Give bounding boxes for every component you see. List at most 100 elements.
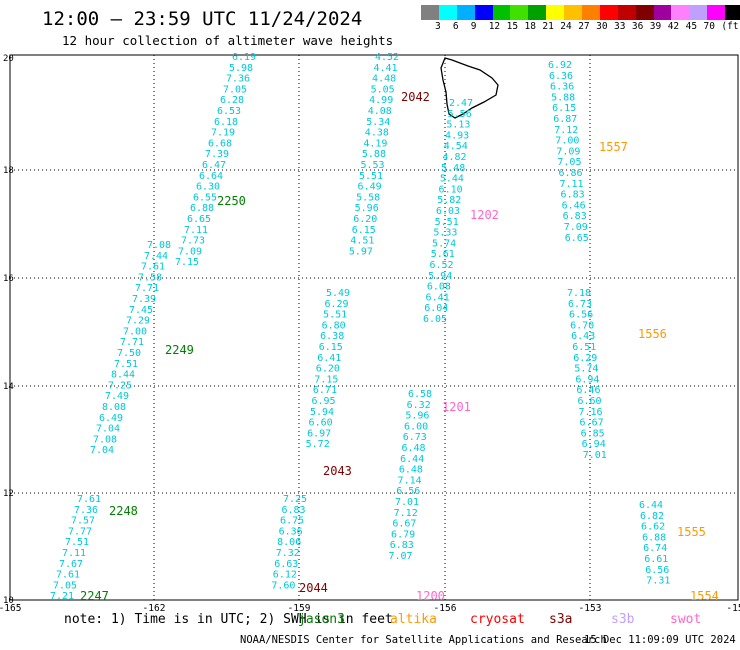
wave-height-value: 7.09 <box>564 222 588 233</box>
wave-height-value: 5.51 <box>435 217 459 228</box>
map-frame <box>9 54 739 601</box>
legend-label: 70 <box>703 21 715 32</box>
wave-height-value: 6.67 <box>392 519 416 530</box>
pass-time-label: 1557 <box>599 140 628 154</box>
wave-height-value: 6.86 <box>558 168 582 179</box>
wave-height-value: 7.71 <box>120 337 144 348</box>
lat-tick-label: 14 <box>3 382 14 392</box>
wave-height-value: 5.72 <box>306 439 330 450</box>
lon-tick-label: -162 <box>143 603 166 614</box>
wave-height-value: 6.94 <box>575 374 599 385</box>
pass-time-label: 1554 <box>690 589 719 603</box>
legend-swatch <box>492 5 511 20</box>
lat-tick-label: 20 <box>3 54 14 64</box>
wave-height-value: 8.06 <box>277 537 301 548</box>
wave-height-value: 7.12 <box>394 508 418 519</box>
pass-time-label: 1556 <box>638 327 667 341</box>
wave-height-value: 4.52 <box>375 52 399 63</box>
wave-height-value: 6.63 <box>274 559 298 570</box>
wave-height-value: 7.51 <box>65 537 89 548</box>
wave-height-value: 6.19 <box>232 52 256 63</box>
lon-tick-label: -165 <box>0 603 21 614</box>
legend-swatch <box>725 5 740 20</box>
wave-height-value: 5.34 <box>366 117 390 128</box>
wave-height-value: 4.38 <box>365 128 389 139</box>
wave-height-value: 6.36 <box>279 526 303 537</box>
wave-height-value: 7.67 <box>59 559 83 570</box>
wave-height-value: 7.00 <box>123 326 147 337</box>
wave-height-value: 6.29 <box>573 353 597 364</box>
wave-height-value: 6.38 <box>320 331 344 342</box>
wave-height-value: 7.05 <box>557 157 581 168</box>
legend-swatch <box>689 5 708 20</box>
legend-swatch <box>599 5 618 20</box>
wave-height-value: 6.62 <box>641 522 665 533</box>
pass-time-label: 1555 <box>677 525 706 539</box>
wave-height-value: 6.15 <box>552 103 576 114</box>
color-scale-legend <box>421 5 740 20</box>
pass-time-label: 2250 <box>217 194 246 208</box>
lon-tick-label: -153 <box>579 603 602 614</box>
wave-height-value: 6.74 <box>643 543 667 554</box>
wave-height-value: 7.04 <box>90 445 114 456</box>
wave-height-value: 6.65 <box>187 214 211 225</box>
page-title: 12:00 – 23:59 UTC 11/24/2024 <box>42 8 363 30</box>
wave-height-value: 7.05 <box>53 580 77 591</box>
pass-time-label: 2042 <box>401 90 430 104</box>
wave-height-value: 6.64 <box>199 171 223 182</box>
wave-height-value: 2.47 <box>449 98 473 109</box>
legend-label: 42 <box>667 21 680 32</box>
legend-label: 9 <box>470 21 477 32</box>
wave-height-value: 7.57 <box>71 516 95 527</box>
wave-height-value: 6.73 <box>403 432 427 443</box>
wave-height-value: 6.71 <box>313 385 337 396</box>
wave-height-value: 7.12 <box>554 125 578 136</box>
wave-height-value: 7.09 <box>556 146 580 157</box>
wave-height-value: 6.53 <box>217 106 241 117</box>
wave-height-value: 5.48 <box>441 163 465 174</box>
wave-height-value: 7.32 <box>276 548 300 559</box>
wave-height-value: 6.15 <box>352 225 376 236</box>
wave-height-value: 6.73 <box>568 299 592 310</box>
legend-label: 12 <box>488 21 501 32</box>
wave-height-value: 7.25 <box>108 380 132 391</box>
wave-height-value: 5.74 <box>432 238 456 249</box>
wave-height-value: 6.20 <box>316 364 340 375</box>
wave-height-value: 6.12 <box>273 570 297 581</box>
wave-height-value: 7.77 <box>68 526 92 537</box>
wave-height-value: 6.83 <box>561 190 585 201</box>
pass-time-label: 1200 <box>416 589 445 603</box>
wave-height-value: 7.15 <box>314 374 338 385</box>
legend-swatch <box>671 5 690 20</box>
wave-height-value: 6.94 <box>582 439 606 450</box>
wave-height-value: 7.61 <box>56 570 80 581</box>
satellite-legend-altika: altika <box>390 612 437 627</box>
wave-height-value: 6.36 <box>550 82 574 93</box>
satellite-legend-cryosat: cryosat <box>470 612 525 627</box>
page-subtitle: 12 hour collection of altimeter wave hei… <box>62 33 394 48</box>
wave-height-value: 6.70 <box>570 320 594 331</box>
wave-height-value: 7.31 <box>646 576 670 587</box>
legend-swatch <box>546 5 565 20</box>
wave-height-value: 7.39 <box>132 294 156 305</box>
wave-height-value: 4.93 <box>445 130 469 141</box>
wave-height-value: 6.41 <box>317 353 341 364</box>
wave-height-value: 6.88 <box>190 203 214 214</box>
lat-tick-label: 18 <box>3 166 14 176</box>
satellite-legend-swot: swot <box>670 612 702 627</box>
legend-swatch <box>438 5 457 20</box>
wave-height-value: 6.32 <box>407 400 431 411</box>
wave-height-value: 6.95 <box>311 396 335 407</box>
satellite-legend-s3b: s3b <box>611 612 635 627</box>
wave-height-value: 6.85 <box>581 428 605 439</box>
legend-swatch <box>707 5 726 20</box>
wave-height-value: 5.51 <box>323 310 347 321</box>
wave-height-value: 5.33 <box>433 228 457 239</box>
legend-label: 33 <box>614 21 626 32</box>
lat-tick-label: 16 <box>3 274 14 284</box>
wave-height-value: 6.92 <box>548 60 572 71</box>
legend-label: 15 <box>506 21 519 32</box>
lat-tick-label: 12 <box>3 489 14 499</box>
credit-text: NOAA/NESDIS Center for Satellite Applica… <box>240 634 607 646</box>
